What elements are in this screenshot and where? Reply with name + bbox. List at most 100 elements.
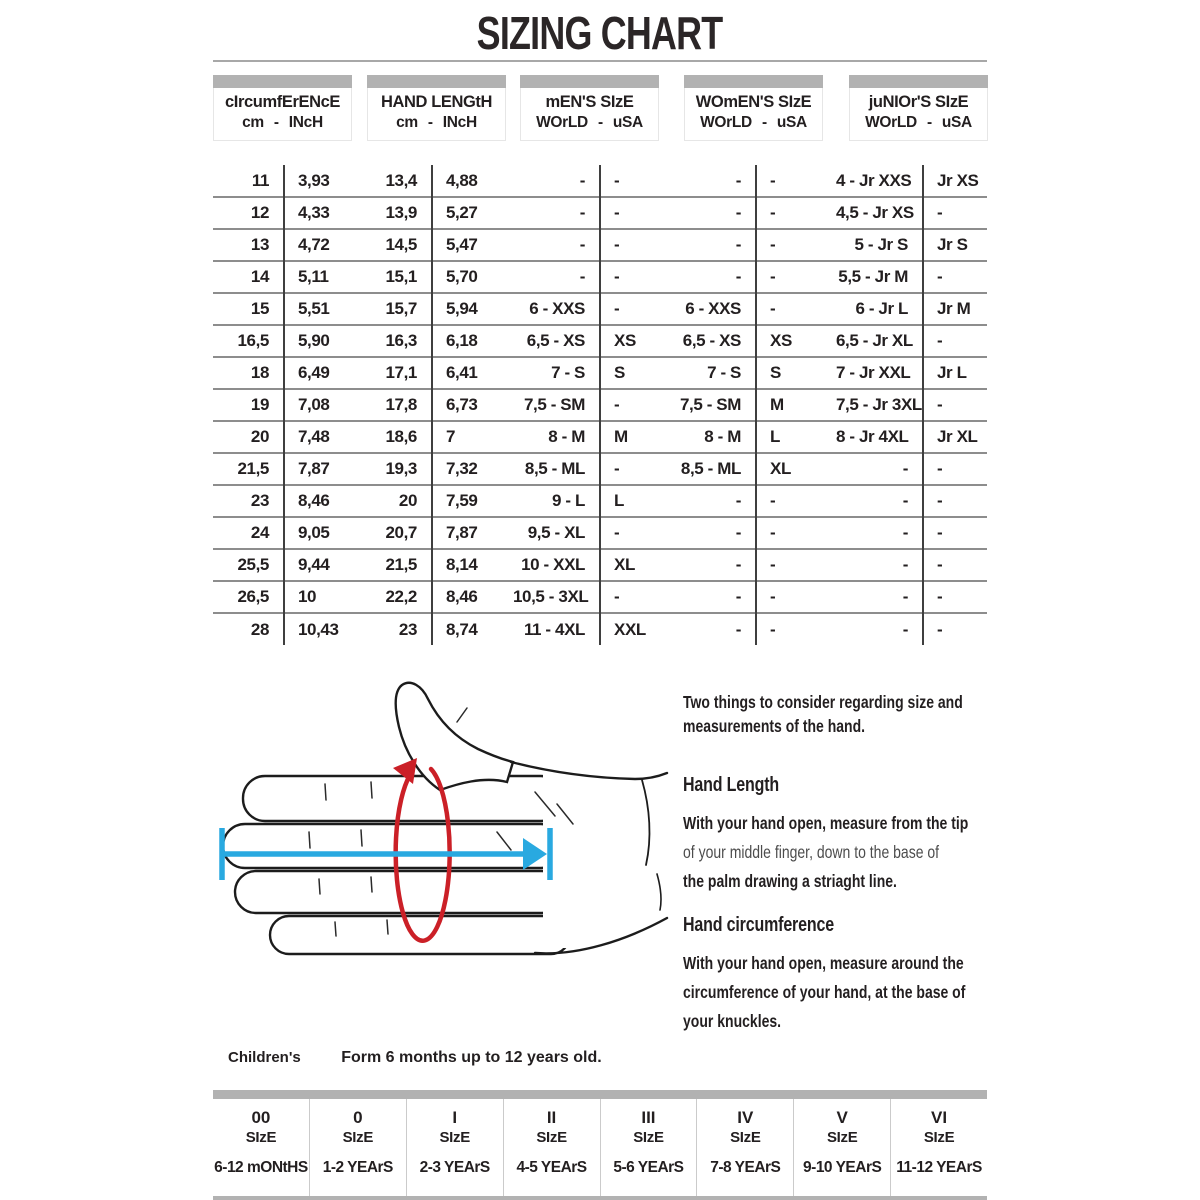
table-cell: -	[671, 165, 757, 197]
column-group-header-3: mEN'S SIzE WOrLD - uSA	[520, 75, 659, 141]
table-cell: 28	[213, 612, 285, 645]
table-cell: -	[513, 165, 601, 197]
children-label: Children's	[228, 1049, 301, 1066]
table-cell: -	[513, 196, 601, 229]
children-size-word: SIzE	[923, 1129, 955, 1146]
table-cell: 20,7	[360, 516, 433, 549]
table-cell: XS	[600, 324, 671, 357]
table-cell: 18	[213, 356, 285, 389]
table-cell: 14,5	[360, 228, 433, 261]
size-table-body: 11 3,93 13,4 4,88- - - -4 - Jr XXS Jr XS 12 4,33 1…	[213, 165, 987, 645]
table-cell: 8,5 - ML	[513, 452, 601, 485]
children-age-range: 9-10 YEArS	[803, 1159, 882, 1176]
table-cell: 9,44	[284, 548, 360, 581]
table-cell: 6,5 - XS	[671, 324, 757, 357]
table-cell: 15,7	[360, 292, 433, 325]
hand-illustration	[219, 681, 669, 956]
table-cell: XXL	[600, 612, 671, 645]
table-cell: -	[770, 170, 776, 190]
table-row: 14 5,11 15,1 5,70- - - -5,5 - Jr M-	[213, 260, 987, 293]
table-cell: 13,9	[360, 196, 433, 229]
table-cell: 5,94	[432, 292, 513, 325]
table-cell: 13	[213, 228, 285, 261]
table-cell: 8 - Jr 4XL	[836, 420, 924, 453]
table-cell: -	[600, 516, 671, 549]
children-size-word: SIzE	[633, 1129, 664, 1146]
size-table-headers: cIrcumfErENcE cm - INcH HAND LENGtH cm - IN…	[213, 75, 988, 141]
header-top-bar	[849, 75, 988, 88]
table-cell: -	[836, 548, 924, 581]
table-cell: 10,5 - 3XL	[513, 580, 601, 613]
table-cell: -	[756, 548, 836, 581]
table-cell: 10	[284, 580, 360, 613]
table-cell: 6,5 - Jr XL	[836, 324, 924, 357]
page-title: SIZING CHART	[477, 7, 724, 59]
table-cell: 7,08	[284, 388, 360, 421]
table-cell: 8,5 - ML	[671, 452, 757, 485]
table-row: 12 4,33 13,9 5,27- - - -4,5 - Jr XS -	[213, 196, 987, 229]
table-cell: 16,3	[360, 324, 433, 357]
table-cell: 7,5 - Jr 3XL	[836, 388, 924, 421]
hand-circumference-heading: Hand circumference	[683, 914, 834, 936]
table-cell: -	[923, 516, 987, 549]
table-cell: XS	[756, 324, 836, 357]
table-cell: -	[513, 228, 601, 261]
table-cell: 8,46	[284, 484, 360, 517]
children-size-column-7: V SIzE 9-10 YEArS	[793, 1099, 890, 1196]
column-group-subtitle: cm - INcH	[242, 114, 323, 131]
table-cell: -	[671, 484, 757, 517]
table-cell: -	[923, 612, 987, 645]
children-size-column-4: II SIzE 4-5 YEArS	[502, 1099, 600, 1196]
table-cell: -	[671, 196, 757, 229]
table-cell: -	[923, 388, 987, 421]
table-cell: -	[836, 516, 924, 549]
table-cell: 19	[213, 388, 285, 421]
table-cell: 5,70	[432, 260, 513, 293]
column-group-header-4: WOmEN'S SIzE WOrLD - uSA	[684, 75, 823, 141]
table-cell: 7,87	[284, 452, 360, 485]
table-cell: 6,5 - XS	[513, 324, 601, 357]
children-age-range: 6-12 mONtHS	[214, 1159, 308, 1176]
table-cell: -	[923, 260, 987, 293]
table-cell: 8,74	[432, 612, 513, 645]
table-cell: 8,46	[432, 580, 513, 613]
column-group-title: HAND LENGtH	[380, 93, 493, 111]
table-cell: 5,27	[432, 196, 513, 229]
children-size-column-1: 00 SIzE 6-12 mONtHS	[213, 1099, 309, 1196]
table-cell: M	[756, 388, 836, 421]
children-size-word: SIzE	[245, 1129, 277, 1146]
table-cell: 8 - M	[513, 420, 601, 453]
table-cell: 8,14	[432, 548, 513, 581]
column-group-title: WOmEN'S SIzE	[695, 93, 812, 111]
table-cell: 12	[213, 196, 285, 229]
table-cell: 7	[432, 420, 513, 453]
table-row: 24 9,05 20,7 7,87 9,5 - XL - - - - -	[213, 516, 987, 549]
table-cell: 18,6	[360, 420, 433, 453]
table-cell: Jr S	[923, 228, 987, 261]
table-cell: -	[600, 452, 671, 485]
table-cell: 4,72	[284, 228, 360, 261]
table-cell: -	[923, 452, 987, 485]
table-row: 28 10,43 23 8,74 11 - 4XL XXL - - - -	[213, 612, 987, 645]
table-cell: -	[600, 580, 671, 613]
table-cell: -	[600, 260, 671, 293]
table-cell: 4,33	[284, 196, 360, 229]
children-age-range: 2-3 YEArS	[419, 1159, 491, 1176]
table-cell: -	[614, 170, 620, 190]
table-cell: -	[513, 260, 601, 293]
table-cell: -	[671, 580, 757, 613]
table-cell: -	[923, 484, 987, 517]
table-cell: -	[671, 516, 757, 549]
table-cell: -	[600, 196, 671, 229]
table-row: 19 7,08 17,8 6,73 7,5 - SM -7,5 - SM M 7,5 - Jr…	[213, 388, 987, 421]
table-cell: -	[923, 548, 987, 581]
table-cell: -	[756, 260, 836, 293]
table-cell: 5,5 - Jr M	[836, 260, 924, 293]
hand-outline-icon	[221, 681, 669, 956]
table-cell: 9 - L	[513, 484, 601, 517]
table-row: 13 4,72 14,5 5,47- - - -5 - Jr S Jr S	[213, 228, 987, 261]
children-table-top-bar	[213, 1090, 987, 1099]
